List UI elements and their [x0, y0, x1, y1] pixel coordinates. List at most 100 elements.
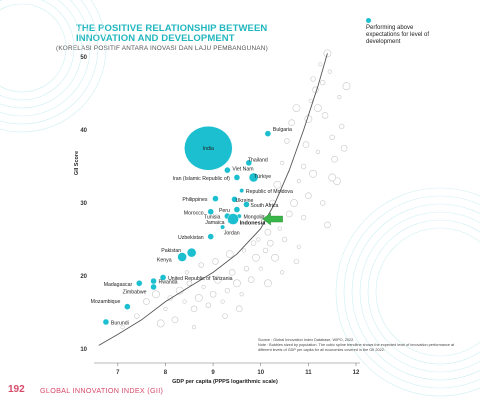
- point-label: South Africa: [250, 203, 278, 209]
- decor-arc: [367, 219, 480, 365]
- decor-arc: [0, 0, 75, 101]
- point-label: Thailand: [248, 157, 268, 163]
- point-label: Burundi: [111, 320, 129, 326]
- x-axis-label: GDP per capita (PPPS logarithmic scale): [172, 379, 278, 385]
- economy-point: [288, 119, 295, 126]
- economy-point: [296, 244, 301, 249]
- point-label: Zimbabwe: [123, 289, 147, 295]
- highlighted-point: [124, 303, 131, 310]
- highlighted-point: [150, 283, 157, 291]
- economy-point: [323, 49, 332, 58]
- point-label: Jamaica: [205, 220, 224, 226]
- source-line: Source : Global Innovation Index Databas…: [258, 338, 355, 342]
- decor-arc: [359, 211, 480, 373]
- economy-point: [305, 192, 312, 199]
- x-tick-label: 12: [353, 370, 360, 376]
- y-tick-label: 50: [80, 55, 87, 61]
- highlighted-point: [207, 208, 214, 215]
- economy-point: [271, 253, 279, 262]
- decor-arc: [375, 227, 480, 357]
- economy-point: [143, 298, 150, 305]
- economy-point: [339, 123, 345, 130]
- economy-point: [182, 299, 187, 304]
- footer-label: GLOBAL INNOVATION INDEX (GII): [40, 386, 164, 395]
- x-tick-label: 9: [211, 370, 215, 376]
- highlighted-point: [227, 213, 239, 225]
- y-axis-label: GII Score: [74, 151, 80, 175]
- economy-point: [213, 275, 222, 284]
- decor-arc: [0, 0, 83, 109]
- highlighted-point: [233, 206, 241, 213]
- economy-point: [266, 239, 274, 247]
- highlighted-point: [248, 172, 259, 183]
- economy-point: [292, 104, 301, 112]
- economy-point: [191, 325, 197, 330]
- economy-point: [319, 200, 326, 206]
- economy-point: [313, 104, 322, 112]
- page-number: 192: [8, 384, 25, 395]
- economy-point: [309, 169, 318, 178]
- economy-point: [329, 134, 335, 141]
- point-label: Ukraine: [236, 198, 254, 204]
- point-label: Iran (Islamic Republic of): [173, 176, 231, 182]
- economy-point: [300, 163, 307, 170]
- economy-point: [263, 279, 272, 288]
- chart-title: THE POSITIVE RELATIONSHIP BETWEEN INNOVA…: [76, 23, 268, 44]
- highlighted-point: [264, 130, 272, 137]
- economy-point: [186, 280, 192, 286]
- economy-point: [277, 226, 282, 231]
- highlighted-point: [224, 166, 231, 174]
- highlighted-point: [212, 195, 219, 202]
- economy-point: [286, 210, 293, 218]
- economy-point: [222, 313, 228, 319]
- point-label: India: [203, 146, 214, 152]
- economy-point: [258, 266, 263, 271]
- highlighted-point: [150, 277, 157, 285]
- point-label: Jordan: [224, 231, 240, 237]
- highlighted-point: [102, 318, 110, 326]
- legend-label: Performing above expectations for level …: [366, 25, 430, 45]
- decor-arc: [0, 3, 67, 93]
- economy-point: [224, 287, 231, 294]
- point-label: Philippines: [182, 197, 207, 203]
- x-tick-label: 10: [257, 370, 264, 376]
- point-label: Türkiye: [254, 174, 271, 180]
- economy-point: [156, 319, 165, 328]
- economy-point: [241, 248, 247, 253]
- economy-point: [190, 305, 198, 313]
- x-tick-label: 11: [305, 370, 312, 376]
- point-label: Bulgaria: [273, 127, 292, 133]
- economy-point: [252, 253, 260, 262]
- economy-point: [315, 149, 320, 154]
- economy-point: [296, 179, 301, 184]
- point-label: Indonesia: [240, 221, 267, 227]
- chart-subtitle: (KORELASI POSITIF ANTARA INOVASI DAN LAJ…: [56, 45, 268, 52]
- economy-point: [220, 299, 225, 304]
- economy-point: [290, 199, 298, 207]
- point-label: Uzbekistan: [178, 235, 204, 241]
- economy-point: [262, 247, 269, 254]
- economy-point: [319, 79, 326, 86]
- legend-dot-icon: [366, 18, 371, 23]
- y-tick-label: 10: [80, 347, 87, 353]
- economy-point: [302, 141, 310, 148]
- economy-point: [310, 76, 316, 82]
- economy-point: [337, 95, 342, 100]
- economy-point: [120, 325, 125, 330]
- economy-point: [284, 138, 290, 144]
- economy-point: [205, 302, 212, 308]
- economy-point: [273, 180, 282, 189]
- point-label: Republic of Moldova: [246, 189, 293, 195]
- decor-arc: [0, 0, 107, 133]
- trend-line: [98, 53, 328, 346]
- economy-point: [308, 98, 313, 103]
- point-label: Kenya: [157, 258, 172, 264]
- economy-point: [318, 62, 323, 67]
- highlighted-point: [177, 252, 187, 262]
- economy-point: [201, 284, 206, 290]
- economy-point: [243, 266, 250, 272]
- point-label: Rwanda: [159, 280, 178, 286]
- economy-point: [212, 258, 219, 265]
- economy-point: [264, 228, 272, 236]
